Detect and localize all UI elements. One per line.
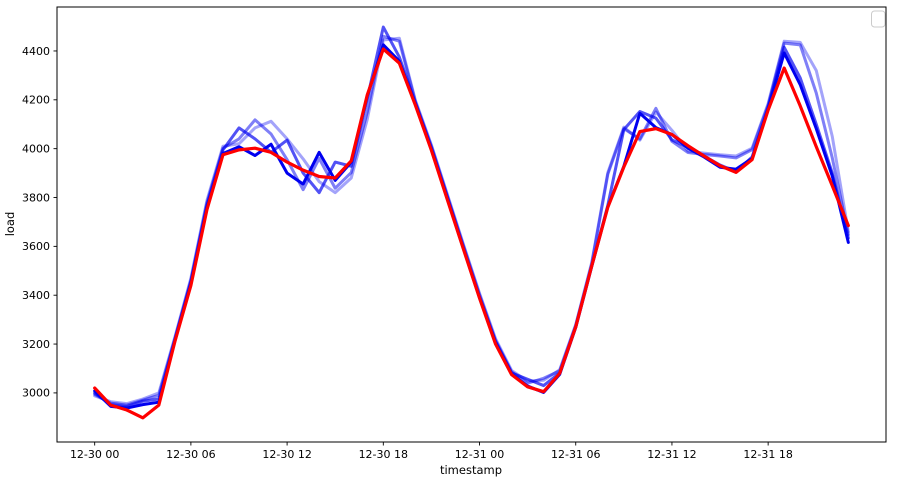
y-tick-label: 3200 [22,338,50,351]
series-forecast-light-line [93,34,850,407]
y-tick-label: 3000 [22,387,50,400]
y-tick-label: 3800 [22,191,50,204]
series-layer [93,25,850,420]
x-tick-label: 12-30 00 [70,448,119,461]
series-actual-line [93,47,850,420]
plot-border [56,6,887,443]
y-axis-label: load [3,212,17,237]
y-tick-label: 3400 [22,289,50,302]
y-tick-label: 4000 [22,142,50,155]
x-tick-label: 12-31 00 [455,448,504,461]
legend-box [871,10,886,28]
y-tick-label: 4400 [22,45,50,58]
series-forecast-faint-line [93,36,850,406]
y-tick-label: 3600 [22,240,50,253]
x-tick-label: 12-31 18 [743,448,792,461]
y-tick-label: 4200 [22,94,50,107]
x-tick-label: 12-30 18 [359,448,408,461]
x-tick-label: 12-31 12 [647,448,696,461]
x-tick-label: 12-31 06 [551,448,600,461]
x-tick-label: 12-30 12 [262,448,311,461]
series-forecast-medium-line [93,25,850,409]
series-forecast-dark-line [93,43,850,410]
x-tick-label: 12-30 06 [166,448,215,461]
x-axis-label: timestamp [440,463,502,477]
tick-layer: 12-30 00 12-30 06 12-30 12 12-30 18 12-31 00… [22,45,793,461]
